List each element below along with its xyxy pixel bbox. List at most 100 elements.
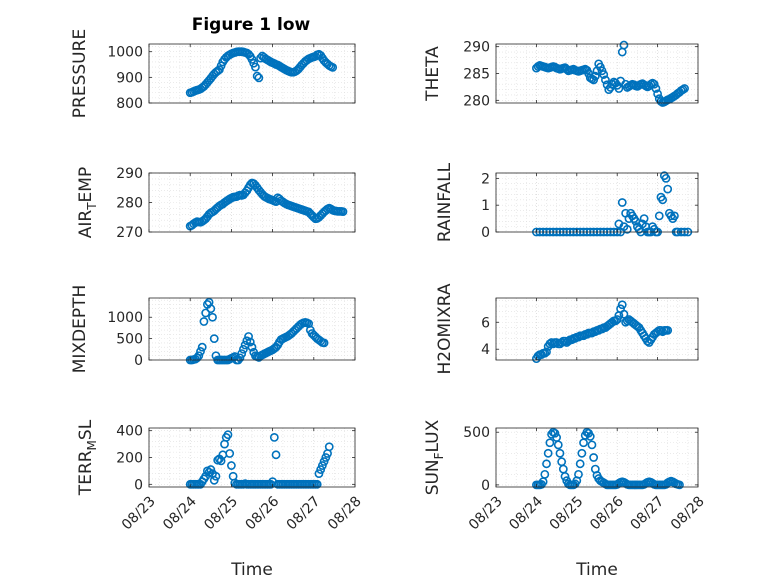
y-axis-label: AIRTEMP [76,167,99,238]
data-point [542,347,551,357]
y-axis-label: PRESSURE [70,29,90,118]
data-point [553,440,563,450]
data-point [587,440,597,450]
data-point [654,211,664,221]
series-mixdepth [185,297,329,365]
y-tick-label: 290 [116,166,143,182]
y-tick-label: 4 [481,342,490,358]
y-axis-label: H2OMIXRA [435,283,455,374]
y-tick-label: 400 [116,424,143,440]
x-axis-label: Time [230,560,273,580]
panel-pressure: 800 900 1000 PRESSURE [70,29,356,118]
x-tick-label: 08/27 [628,493,668,533]
data-point [209,475,219,485]
y-tick-label: 0 [481,478,490,494]
grid [148,172,356,233]
data-point [321,453,331,462]
data-point [237,349,247,358]
x-tick-label: 08/26 [587,493,627,533]
data-point [213,455,223,465]
y-axis-label: MIXDEPTH [70,285,90,374]
y-tick-label: 500 [116,332,143,348]
data-point [545,438,555,448]
data-point [245,337,255,347]
series-terr-msl [185,430,334,489]
y-axis-label: THETA [423,46,443,102]
y-tick-label: 290 [463,40,490,56]
data-point [254,73,264,83]
figure-title: Figure 1 low [192,15,311,35]
y-tick-label: 0 [134,353,143,369]
data-point [225,449,235,458]
x-tick-label: 08/24 [506,493,546,533]
data-point [317,461,327,470]
x-tick-label: 08/25 [547,493,587,533]
axes-box [148,43,356,104]
x-tick-label: 08/23 [466,493,506,533]
data-point [622,224,632,234]
data-point [319,338,329,348]
data-point [663,184,673,194]
data-point [550,428,560,438]
x-tick-label: 08/28 [668,493,708,533]
y-tick-label: 1 [481,198,490,214]
y-tick-label: 0 [481,225,490,241]
data-point [540,469,550,479]
data-point [239,344,248,354]
x-tick-label: 08/23 [119,493,159,533]
data-point [619,309,629,319]
data-point [316,465,326,474]
data-point [555,448,565,458]
y-tick-label: 800 [116,96,143,112]
data-point [540,348,550,358]
panel-terr-msl: 0 200 400 08/23 08/24 08/25 08/26 08/27 08/28 TER… [76,419,365,580]
data-point [206,304,216,314]
data-point [206,465,216,474]
y-tick-label: 280 [116,196,143,212]
axes-box [495,297,699,361]
y-axis-label: RAINFALL [435,162,455,242]
data-point [601,75,610,85]
series-theta [532,40,689,107]
data-point [653,89,662,99]
data-point [197,342,207,352]
data-point [251,62,260,72]
data-point [680,84,689,93]
y-tick-label: 500 [463,425,490,441]
data-point [226,461,236,470]
data-point [612,315,622,324]
panel-sun-flux: 0 500 08/23 08/24 08/25 08/26 08/27 08/28 SUNFLU… [423,419,708,580]
data-point [271,450,281,460]
data-point [319,457,329,466]
panel-h2omixra: 4 6 H2OMIXRA [435,283,699,375]
y-tick-label: 1000 [107,310,143,326]
data-point [590,71,600,81]
data-point [338,207,348,217]
data-point [192,353,202,363]
data-point [661,173,671,183]
data-point [649,79,659,89]
data-point [328,62,338,72]
series-h2omixra [532,300,673,364]
data-point [560,472,570,481]
x-tick-label: 08/27 [284,493,324,533]
y-tick-label: 280 [463,93,490,109]
data-point [658,195,668,205]
data-point [585,432,595,441]
x-tick-label: 08/26 [243,493,283,533]
y-tick-label: 285 [463,67,490,83]
data-point [599,70,609,79]
panel-rainfall: 0 1 2 RAINFALL [435,162,699,242]
data-point [542,459,551,469]
data-point [675,480,684,490]
x-tick-label: 08/25 [201,493,241,533]
data-point [269,432,279,442]
axes-box [495,172,699,233]
x-tick-label: 08/28 [325,493,365,533]
x-axis-label: Time [575,560,618,580]
axes-box [148,297,356,361]
y-tick-label: 1000 [107,45,143,61]
y-tick-label: 6 [481,315,490,331]
data-point [314,469,324,478]
data-point [639,214,649,223]
